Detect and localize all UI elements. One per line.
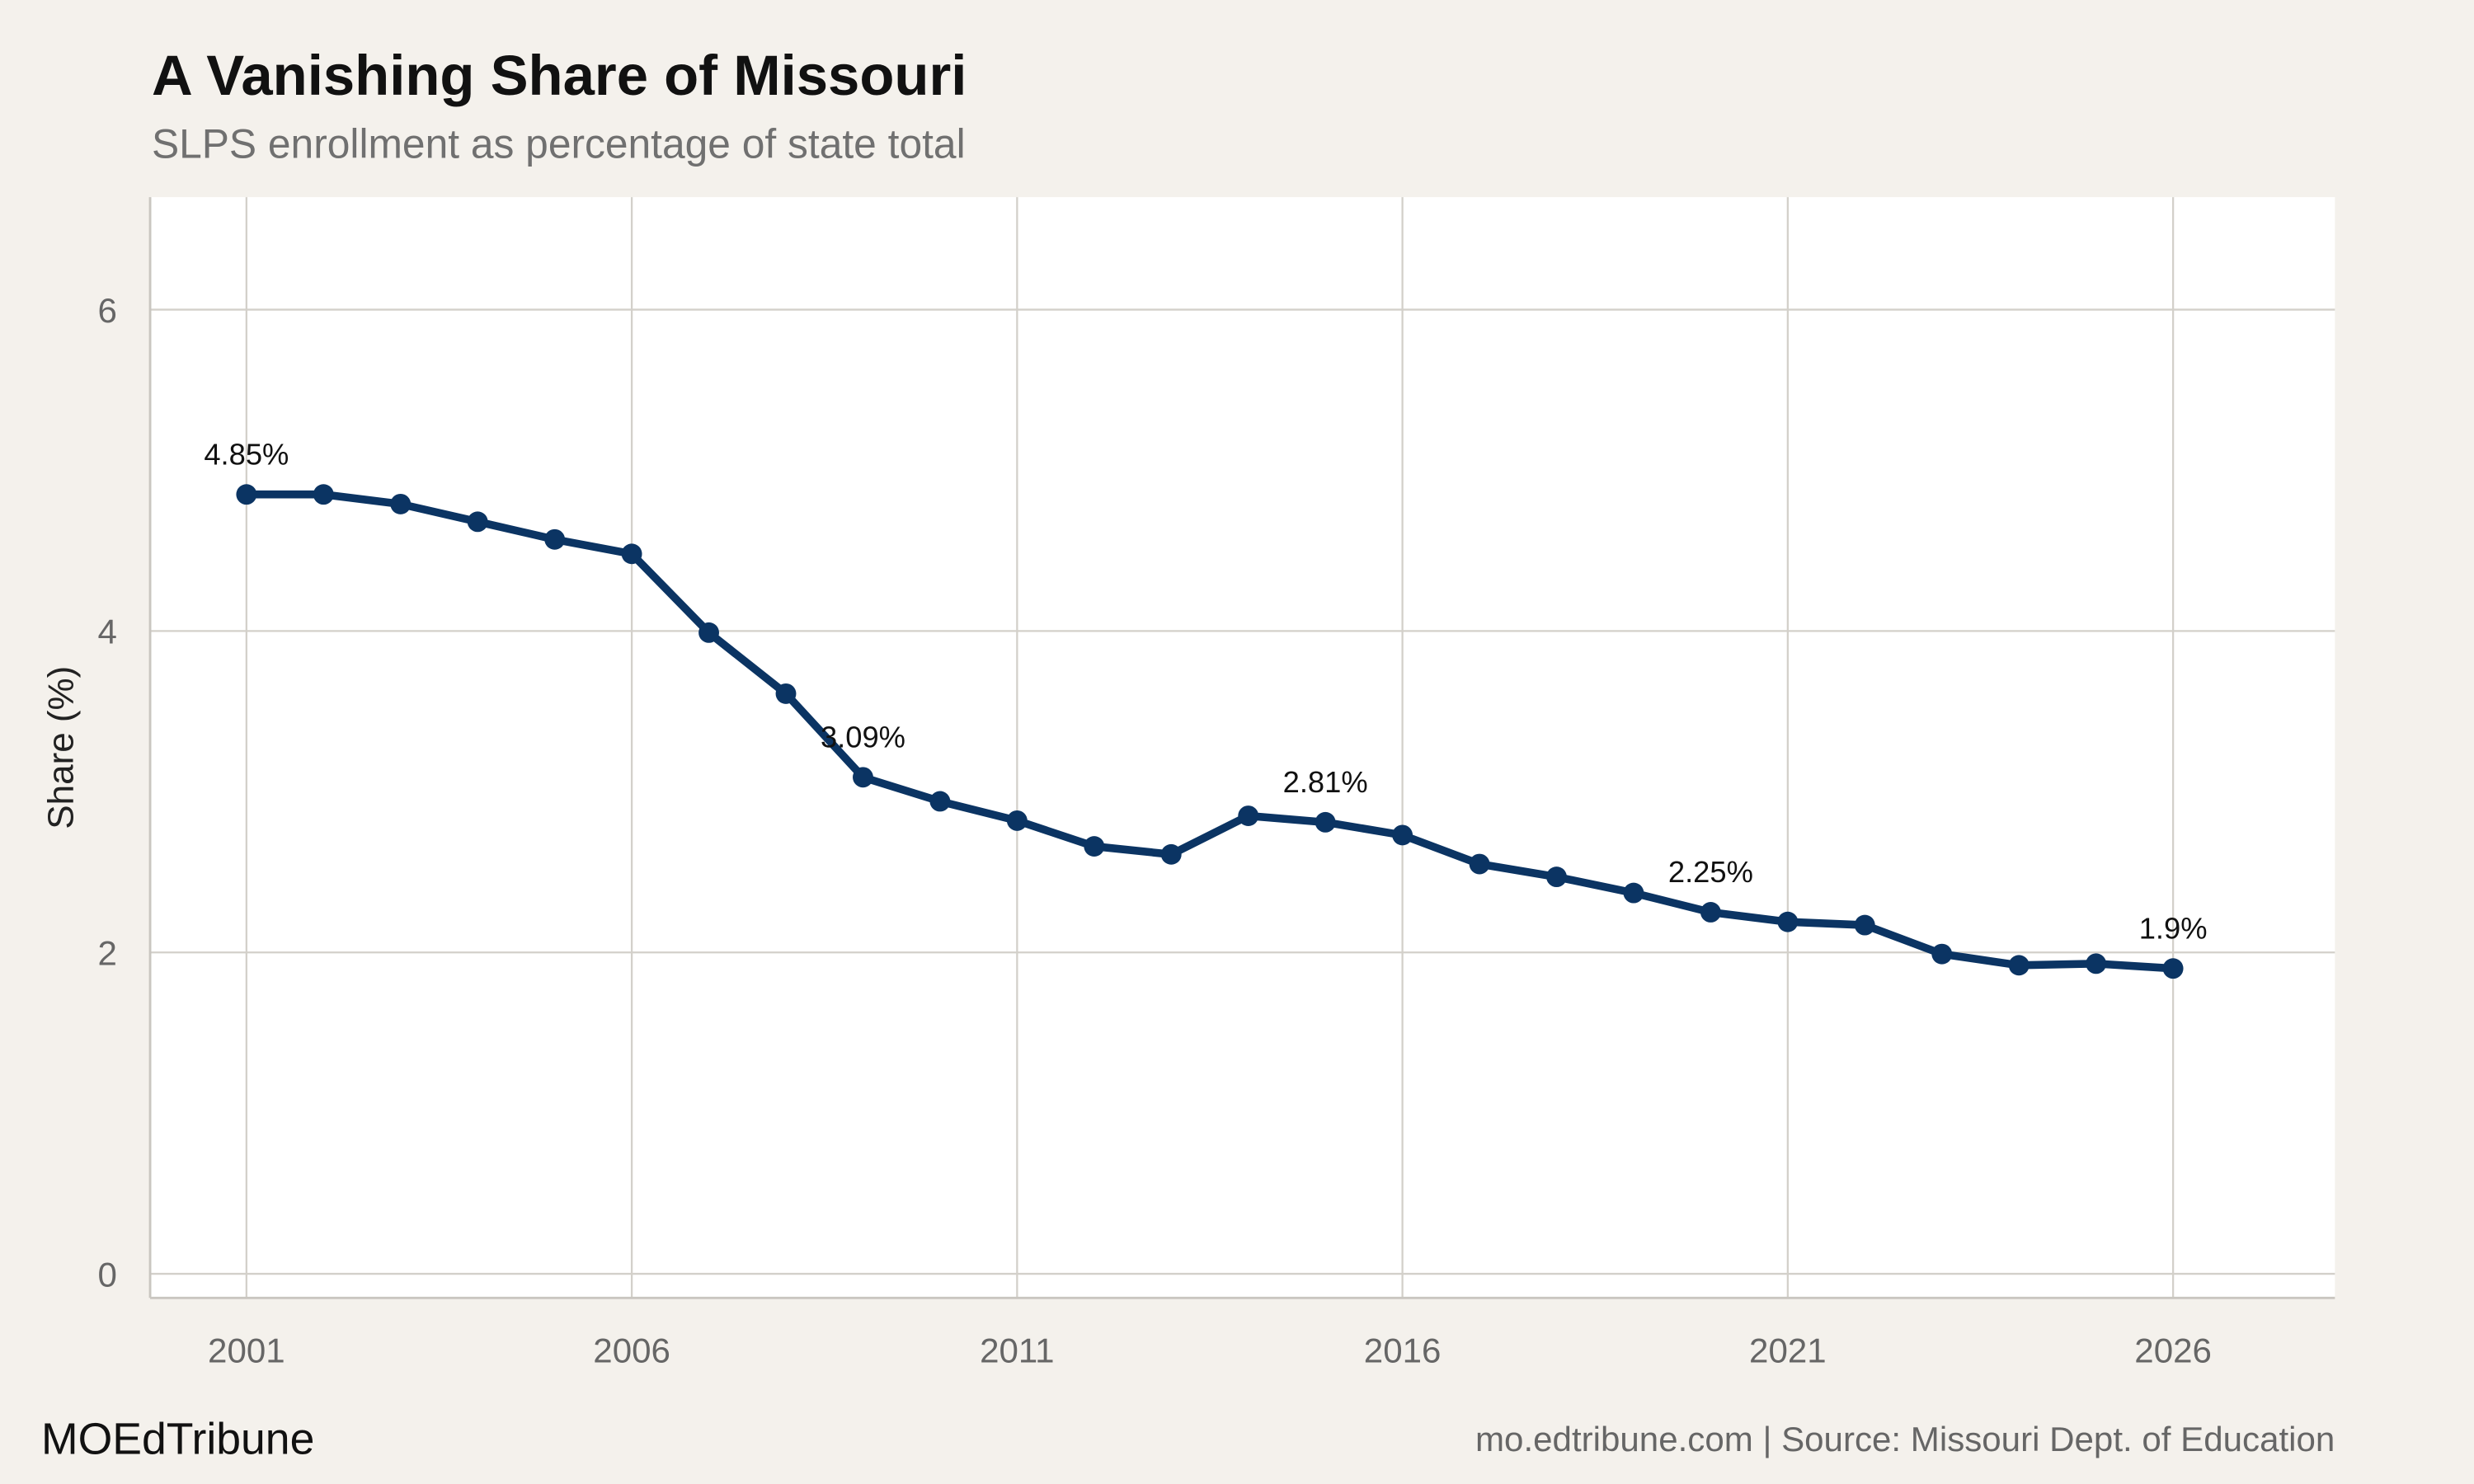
data-point [1623, 882, 1644, 904]
data-point [853, 767, 873, 788]
data-point [1546, 866, 1567, 888]
data-label: 3.09% [821, 720, 905, 754]
x-tick-label: 2026 [2134, 1331, 2212, 1370]
y-tick-label: 0 [97, 1255, 116, 1294]
data-point [467, 511, 488, 533]
y-tick-label: 4 [97, 613, 116, 651]
data-point [1084, 836, 1105, 857]
chart-subtitle: SLPS enrollment as percentage of state t… [152, 120, 966, 167]
data-point [1469, 853, 1490, 875]
tick-labels: 0 2 4 6 2001 2006 2011 2016 2021 2026 [97, 291, 2211, 1370]
x-tick-label: 2016 [1364, 1331, 1442, 1370]
x-tick-label: 2011 [980, 1331, 1054, 1370]
data-label: 4.85% [204, 437, 289, 471]
data-label: 2.81% [1283, 765, 1368, 799]
x-tick-label: 2021 [1749, 1331, 1827, 1370]
data-point [1238, 805, 1259, 826]
data-point [2008, 955, 2030, 976]
data-point [1854, 914, 1875, 936]
data-point [929, 791, 951, 812]
y-axis-label: Share (%) [40, 666, 81, 829]
data-point [1700, 902, 1721, 923]
x-tick-label: 2001 [208, 1331, 285, 1370]
footer-brand: MOEdTribune [41, 1416, 314, 1464]
data-labels: 4.85% 3.09% 2.81% 2.25% 1.9% [204, 437, 2207, 945]
data-point [544, 528, 566, 550]
data-point [390, 493, 412, 514]
data-point [1160, 843, 1182, 865]
data-point [2162, 958, 2184, 979]
data-point [313, 484, 334, 505]
y-tick-label: 6 [97, 291, 116, 330]
plot-panel [150, 197, 2335, 1298]
series-line-group [236, 484, 2184, 979]
data-point [698, 622, 719, 643]
chart-title: A Vanishing Share of Missouri [152, 44, 967, 107]
x-tick-label: 2006 [593, 1331, 670, 1370]
data-point [236, 484, 257, 505]
y-tick-label: 2 [97, 934, 116, 973]
data-point [1777, 911, 1799, 932]
data-point [775, 683, 797, 704]
footer-source: mo.edtribune.com | Source: Missouri Dept… [1475, 1420, 2335, 1458]
data-label: 2.25% [1668, 855, 1753, 889]
data-label: 1.9% [2139, 911, 2208, 945]
data-point [1006, 810, 1028, 831]
data-point [1931, 943, 1953, 965]
data-point [621, 543, 642, 565]
gridlines [150, 197, 2335, 1298]
data-point [1315, 811, 1336, 833]
data-point [2086, 953, 2107, 974]
series-line [246, 490, 2174, 973]
data-point [1392, 824, 1413, 846]
